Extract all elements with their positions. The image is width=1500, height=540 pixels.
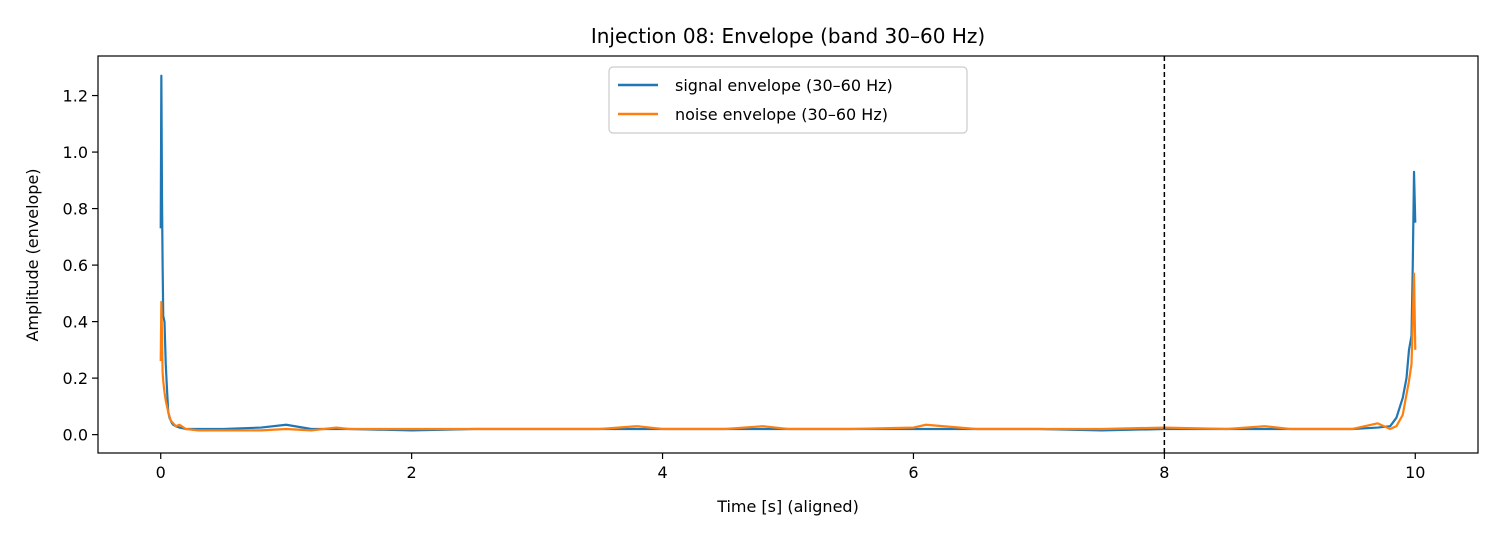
x-tick-label: 0 <box>156 463 166 482</box>
legend-label-1: signal envelope (30–60 Hz) <box>675 76 893 95</box>
legend: signal envelope (30–60 Hz) noise envelope… <box>608 66 968 134</box>
x-tick-label: 4 <box>657 463 667 482</box>
x-tick-label: 6 <box>908 463 918 482</box>
legend-label-2: noise envelope (30–60 Hz) <box>675 105 888 124</box>
series-line-2 <box>159 272 1417 432</box>
x-tick-label: 10 <box>1405 463 1425 482</box>
y-tick-label: 0.2 <box>63 369 88 388</box>
axes-frame <box>97 55 1479 454</box>
y-axis-label: Amplitude (envelope) <box>23 168 42 341</box>
x-tick-label: 2 <box>407 463 417 482</box>
y-tick-label: 0.4 <box>63 313 88 332</box>
axes: 0 2 4 6 8 10 0.0 0.2 0.4 0.6 0.8 1.0 1.2 <box>63 55 1479 482</box>
x-tick-label: 8 <box>1159 463 1169 482</box>
y-tick-label: 1.2 <box>63 87 88 106</box>
y-tick-label: 0.6 <box>63 256 88 275</box>
y-tick-label: 1.0 <box>63 143 88 162</box>
chart-title: Injection 08: Envelope (band 30–60 Hz) <box>591 24 985 48</box>
plot-area <box>159 56 1417 453</box>
y-tick-label: 0.8 <box>63 200 88 219</box>
y-tick-label: 0.0 <box>63 426 88 445</box>
x-axis-label: Time [s] (aligned) <box>716 497 859 516</box>
legend-box <box>608 66 968 134</box>
